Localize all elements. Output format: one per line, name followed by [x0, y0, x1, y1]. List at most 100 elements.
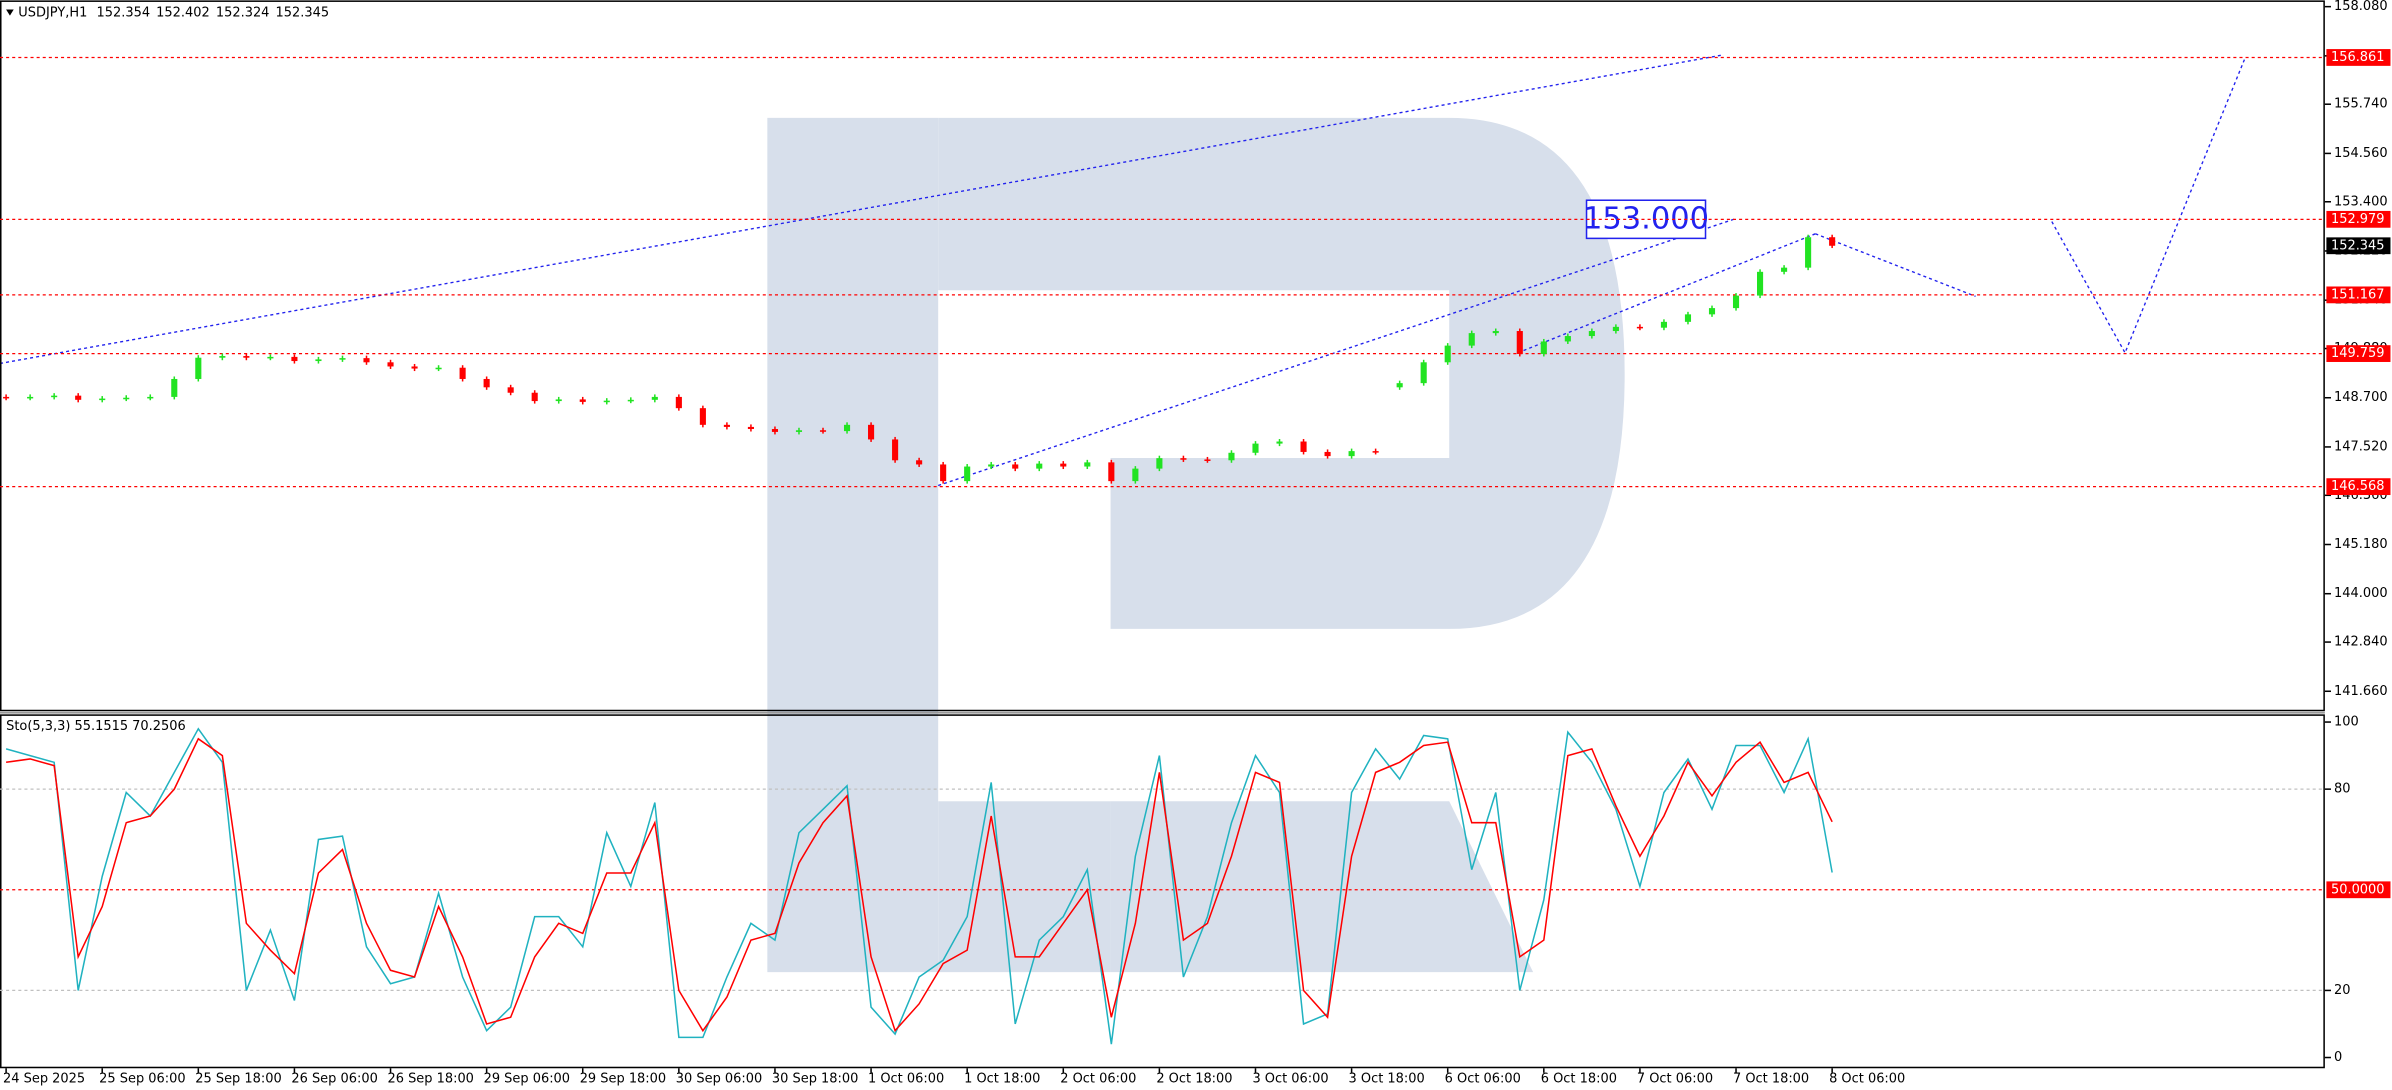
x-tick-label: 30 Sep 18:00 [772, 1071, 858, 1086]
y-tick-label: 144.000 [2334, 586, 2388, 601]
candle-body [1372, 451, 1379, 453]
candle-body [1156, 458, 1163, 469]
candle-body [675, 396, 682, 409]
candle-body [1420, 362, 1427, 384]
candle-body [1084, 462, 1091, 467]
candle-body [771, 429, 779, 432]
ohlc-high: 152.402 [156, 5, 210, 20]
current-price-box [2326, 237, 2391, 255]
candle-body [1132, 468, 1139, 482]
candle-body [3, 396, 10, 399]
candle-body [940, 464, 947, 482]
candle-body [1540, 341, 1547, 354]
candle-body [1660, 321, 1668, 328]
y-tick-label: 80 [2334, 782, 2350, 797]
watermark [767, 117, 1625, 973]
candle-body [1252, 443, 1259, 453]
y-tick-label: 148.700 [2334, 390, 2388, 405]
candle-body [723, 424, 730, 427]
candle-body [531, 392, 538, 402]
candle-body [1012, 464, 1019, 469]
candle-body [843, 424, 851, 432]
candle-body [964, 466, 971, 482]
trend-lines [0, 54, 2247, 487]
x-tick-label: 24 Sep 2025 [3, 1071, 85, 1086]
candle-body [291, 356, 298, 362]
candle-body [819, 430, 827, 432]
candle-body [1276, 441, 1283, 444]
level-label: 146.568 [2331, 479, 2385, 494]
candle-body [916, 460, 923, 465]
candle-body [27, 396, 34, 399]
candle-body [892, 439, 899, 461]
candle-body [219, 356, 226, 358]
stoch-pane-frame [0, 714, 2325, 1069]
y-tick-label: 153.400 [2334, 194, 2388, 209]
x-tick-label: 26 Sep 18:00 [387, 1071, 473, 1086]
ohlc-close: 152.345 [276, 5, 330, 20]
candle-body [1612, 326, 1619, 332]
candle-body [483, 378, 490, 388]
level-box [2326, 478, 2391, 496]
stoch-title: Sto(5,3,3) 55.1515 70.2506 [6, 719, 186, 734]
candle-body [195, 357, 202, 379]
candle-body [75, 395, 82, 400]
level-label: 50.0000 [2331, 882, 2385, 897]
candle-body [747, 426, 754, 430]
candle-body [315, 359, 322, 362]
candle-body [147, 396, 154, 399]
x-tick-label: 29 Sep 18:00 [580, 1071, 666, 1086]
candle-body [1829, 237, 1836, 246]
level-box [2326, 286, 2391, 304]
header: USDJPY,H1 152.354 152.402 152.324 152.345 [18, 5, 329, 20]
candle-body [1492, 331, 1499, 334]
candle-body [627, 399, 634, 402]
candle-body [1036, 463, 1043, 469]
candle-body [1781, 267, 1788, 272]
ohlc-low: 152.324 [216, 5, 270, 20]
y-tick-label: 155.740 [2334, 97, 2388, 112]
x-tick-label: 7 Oct 18:00 [1733, 1071, 1809, 1086]
candle-body [1396, 383, 1403, 388]
x-tick-label: 2 Oct 06:00 [1060, 1071, 1136, 1086]
y-tick-label: 158.080 [2334, 0, 2388, 14]
y-tick-label: 142.840 [2334, 635, 2388, 650]
level-box [2326, 345, 2391, 362]
candle-body [459, 367, 466, 379]
x-tick-label: 30 Sep 06:00 [676, 1071, 762, 1086]
level-box [2326, 881, 2391, 899]
y-tick-label: 100 [2334, 715, 2359, 730]
candle-body [123, 397, 130, 400]
candle-body [435, 367, 442, 370]
level-box [2326, 210, 2391, 228]
candle-body [1708, 308, 1716, 315]
main-pane-frame [0, 0, 2325, 712]
candle-body [699, 408, 706, 425]
candle-body [1757, 271, 1764, 296]
candle-body [1324, 451, 1331, 457]
candle-body [51, 395, 58, 398]
level-box [2326, 49, 2391, 66]
candle-body [267, 356, 274, 359]
y-tick-label: 147.520 [2334, 439, 2388, 454]
ohlc-open: 152.354 [97, 5, 151, 20]
y-tick-label: 154.560 [2334, 146, 2388, 161]
x-tick-label: 3 Oct 18:00 [1349, 1071, 1425, 1086]
symbol: USDJPY,H1 [18, 5, 87, 20]
candle-body [603, 400, 610, 403]
candle-body [387, 362, 394, 367]
candle-body [339, 358, 346, 360]
candle-body [1444, 345, 1451, 363]
x-tick-label: 6 Oct 18:00 [1541, 1071, 1617, 1086]
x-tick-label: 1 Oct 06:00 [868, 1071, 944, 1086]
candle-body [1108, 462, 1115, 482]
y-tick-label: 145.180 [2334, 537, 2388, 552]
candle-body [1180, 458, 1187, 460]
candle-body [1805, 237, 1812, 268]
candle-body [1636, 326, 1643, 329]
candle-body [1588, 331, 1595, 337]
x-tick-label: 3 Oct 06:00 [1252, 1071, 1328, 1086]
y-tick-label: 20 [2334, 983, 2350, 998]
annotation: 153.000 [1583, 202, 1709, 237]
